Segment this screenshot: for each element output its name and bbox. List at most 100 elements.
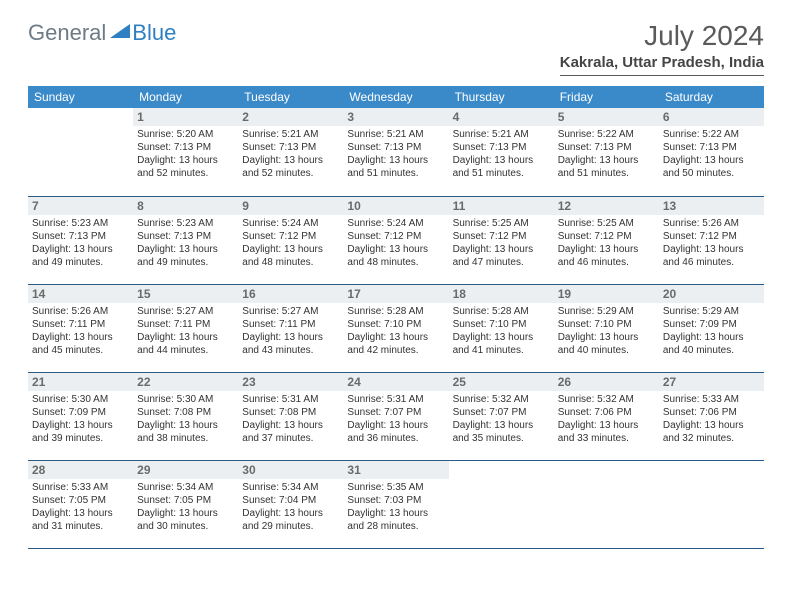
calendar-day-cell: 28Sunrise: 5:33 AMSunset: 7:05 PMDayligh… (28, 460, 133, 548)
calendar-week-row: 7Sunrise: 5:23 AMSunset: 7:13 PMDaylight… (28, 196, 764, 284)
calendar-day-cell: 12Sunrise: 5:25 AMSunset: 7:12 PMDayligh… (554, 196, 659, 284)
day-number: 25 (449, 373, 554, 391)
calendar-day-cell: 23Sunrise: 5:31 AMSunset: 7:08 PMDayligh… (238, 372, 343, 460)
calendar-table: SundayMondayTuesdayWednesdayThursdayFrid… (28, 86, 764, 549)
calendar-header-row: SundayMondayTuesdayWednesdayThursdayFrid… (28, 86, 764, 108)
weekday-header: Thursday (449, 86, 554, 108)
day-number: 27 (659, 373, 764, 391)
day-number: 13 (659, 197, 764, 215)
weekday-header: Tuesday (238, 86, 343, 108)
day-number: 17 (343, 285, 448, 303)
day-details: Sunrise: 5:25 AMSunset: 7:12 PMDaylight:… (554, 215, 659, 273)
day-number: 1 (133, 108, 238, 126)
day-details: Sunrise: 5:20 AMSunset: 7:13 PMDaylight:… (133, 126, 238, 184)
calendar-day-cell: 15Sunrise: 5:27 AMSunset: 7:11 PMDayligh… (133, 284, 238, 372)
weekday-header: Friday (554, 86, 659, 108)
calendar-day-cell: 2Sunrise: 5:21 AMSunset: 7:13 PMDaylight… (238, 108, 343, 196)
weekday-header: Sunday (28, 86, 133, 108)
day-number: 31 (343, 461, 448, 479)
calendar-day-cell: 20Sunrise: 5:29 AMSunset: 7:09 PMDayligh… (659, 284, 764, 372)
day-details: Sunrise: 5:34 AMSunset: 7:04 PMDaylight:… (238, 479, 343, 537)
calendar-week-row: 14Sunrise: 5:26 AMSunset: 7:11 PMDayligh… (28, 284, 764, 372)
day-details: Sunrise: 5:31 AMSunset: 7:07 PMDaylight:… (343, 391, 448, 449)
day-details: Sunrise: 5:27 AMSunset: 7:11 PMDaylight:… (133, 303, 238, 361)
day-details: Sunrise: 5:33 AMSunset: 7:05 PMDaylight:… (28, 479, 133, 537)
day-details: Sunrise: 5:23 AMSunset: 7:13 PMDaylight:… (28, 215, 133, 273)
calendar-day-cell: 8Sunrise: 5:23 AMSunset: 7:13 PMDaylight… (133, 196, 238, 284)
calendar-day-cell: 13Sunrise: 5:26 AMSunset: 7:12 PMDayligh… (659, 196, 764, 284)
day-number: 4 (449, 108, 554, 126)
day-number: 26 (554, 373, 659, 391)
calendar-day-cell: 25Sunrise: 5:32 AMSunset: 7:07 PMDayligh… (449, 372, 554, 460)
day-details: Sunrise: 5:32 AMSunset: 7:07 PMDaylight:… (449, 391, 554, 449)
weekday-header: Monday (133, 86, 238, 108)
calendar-day-cell: 3Sunrise: 5:21 AMSunset: 7:13 PMDaylight… (343, 108, 448, 196)
day-number: 19 (554, 285, 659, 303)
day-details: Sunrise: 5:24 AMSunset: 7:12 PMDaylight:… (238, 215, 343, 273)
day-number: 28 (28, 461, 133, 479)
day-details: Sunrise: 5:24 AMSunset: 7:12 PMDaylight:… (343, 215, 448, 273)
day-number: 23 (238, 373, 343, 391)
calendar-day-cell: 11Sunrise: 5:25 AMSunset: 7:12 PMDayligh… (449, 196, 554, 284)
day-details: Sunrise: 5:35 AMSunset: 7:03 PMDaylight:… (343, 479, 448, 537)
day-details: Sunrise: 5:21 AMSunset: 7:13 PMDaylight:… (343, 126, 448, 184)
calendar-day-cell: 31Sunrise: 5:35 AMSunset: 7:03 PMDayligh… (343, 460, 448, 548)
day-details: Sunrise: 5:29 AMSunset: 7:09 PMDaylight:… (659, 303, 764, 361)
day-details: Sunrise: 5:25 AMSunset: 7:12 PMDaylight:… (449, 215, 554, 273)
day-number: 29 (133, 461, 238, 479)
logo: General Blue (28, 20, 176, 46)
calendar-day-cell: 26Sunrise: 5:32 AMSunset: 7:06 PMDayligh… (554, 372, 659, 460)
day-number: 14 (28, 285, 133, 303)
day-details: Sunrise: 5:26 AMSunset: 7:11 PMDaylight:… (28, 303, 133, 361)
day-number: 20 (659, 285, 764, 303)
day-details: Sunrise: 5:21 AMSunset: 7:13 PMDaylight:… (238, 126, 343, 184)
calendar-day-cell: 27Sunrise: 5:33 AMSunset: 7:06 PMDayligh… (659, 372, 764, 460)
day-details: Sunrise: 5:32 AMSunset: 7:06 PMDaylight:… (554, 391, 659, 449)
day-number: 16 (238, 285, 343, 303)
calendar-day-cell: 7Sunrise: 5:23 AMSunset: 7:13 PMDaylight… (28, 196, 133, 284)
weekday-header: Saturday (659, 86, 764, 108)
day-number: 21 (28, 373, 133, 391)
calendar-day-cell: 6Sunrise: 5:22 AMSunset: 7:13 PMDaylight… (659, 108, 764, 196)
day-number: 11 (449, 197, 554, 215)
calendar-day-cell: 10Sunrise: 5:24 AMSunset: 7:12 PMDayligh… (343, 196, 448, 284)
day-details: Sunrise: 5:28 AMSunset: 7:10 PMDaylight:… (449, 303, 554, 361)
calendar-day-cell: 29Sunrise: 5:34 AMSunset: 7:05 PMDayligh… (133, 460, 238, 548)
day-details: Sunrise: 5:34 AMSunset: 7:05 PMDaylight:… (133, 479, 238, 537)
day-number: 6 (659, 108, 764, 126)
day-number: 30 (238, 461, 343, 479)
calendar-day-cell: 14Sunrise: 5:26 AMSunset: 7:11 PMDayligh… (28, 284, 133, 372)
calendar-day-cell: 9Sunrise: 5:24 AMSunset: 7:12 PMDaylight… (238, 196, 343, 284)
day-details: Sunrise: 5:30 AMSunset: 7:09 PMDaylight:… (28, 391, 133, 449)
calendar-week-row: 28Sunrise: 5:33 AMSunset: 7:05 PMDayligh… (28, 460, 764, 548)
calendar-week-row: 1Sunrise: 5:20 AMSunset: 7:13 PMDaylight… (28, 108, 764, 196)
calendar-day-cell: 4Sunrise: 5:21 AMSunset: 7:13 PMDaylight… (449, 108, 554, 196)
day-number: 9 (238, 197, 343, 215)
logo-triangle-icon (110, 22, 130, 43)
calendar-day-cell (449, 460, 554, 548)
calendar-page: General Blue July 2024 Kakrala, Uttar Pr… (0, 0, 792, 569)
day-number: 2 (238, 108, 343, 126)
day-details: Sunrise: 5:30 AMSunset: 7:08 PMDaylight:… (133, 391, 238, 449)
calendar-week-row: 21Sunrise: 5:30 AMSunset: 7:09 PMDayligh… (28, 372, 764, 460)
logo-text-general: General (28, 20, 106, 46)
day-details: Sunrise: 5:33 AMSunset: 7:06 PMDaylight:… (659, 391, 764, 449)
day-details: Sunrise: 5:22 AMSunset: 7:13 PMDaylight:… (659, 126, 764, 184)
calendar-day-cell: 30Sunrise: 5:34 AMSunset: 7:04 PMDayligh… (238, 460, 343, 548)
calendar-day-cell: 19Sunrise: 5:29 AMSunset: 7:10 PMDayligh… (554, 284, 659, 372)
title-rule (560, 75, 764, 76)
calendar-day-cell (554, 460, 659, 548)
title-block: July 2024 Kakrala, Uttar Pradesh, India (560, 20, 764, 76)
day-number: 7 (28, 197, 133, 215)
logo-text-blue: Blue (132, 20, 176, 46)
calendar-day-cell: 16Sunrise: 5:27 AMSunset: 7:11 PMDayligh… (238, 284, 343, 372)
calendar-day-cell: 21Sunrise: 5:30 AMSunset: 7:09 PMDayligh… (28, 372, 133, 460)
day-details: Sunrise: 5:23 AMSunset: 7:13 PMDaylight:… (133, 215, 238, 273)
weekday-header: Wednesday (343, 86, 448, 108)
calendar-day-cell (28, 108, 133, 196)
calendar-day-cell: 22Sunrise: 5:30 AMSunset: 7:08 PMDayligh… (133, 372, 238, 460)
calendar-day-cell (659, 460, 764, 548)
calendar-body: 1Sunrise: 5:20 AMSunset: 7:13 PMDaylight… (28, 108, 764, 548)
location-text: Kakrala, Uttar Pradesh, India (560, 54, 764, 71)
calendar-day-cell: 18Sunrise: 5:28 AMSunset: 7:10 PMDayligh… (449, 284, 554, 372)
